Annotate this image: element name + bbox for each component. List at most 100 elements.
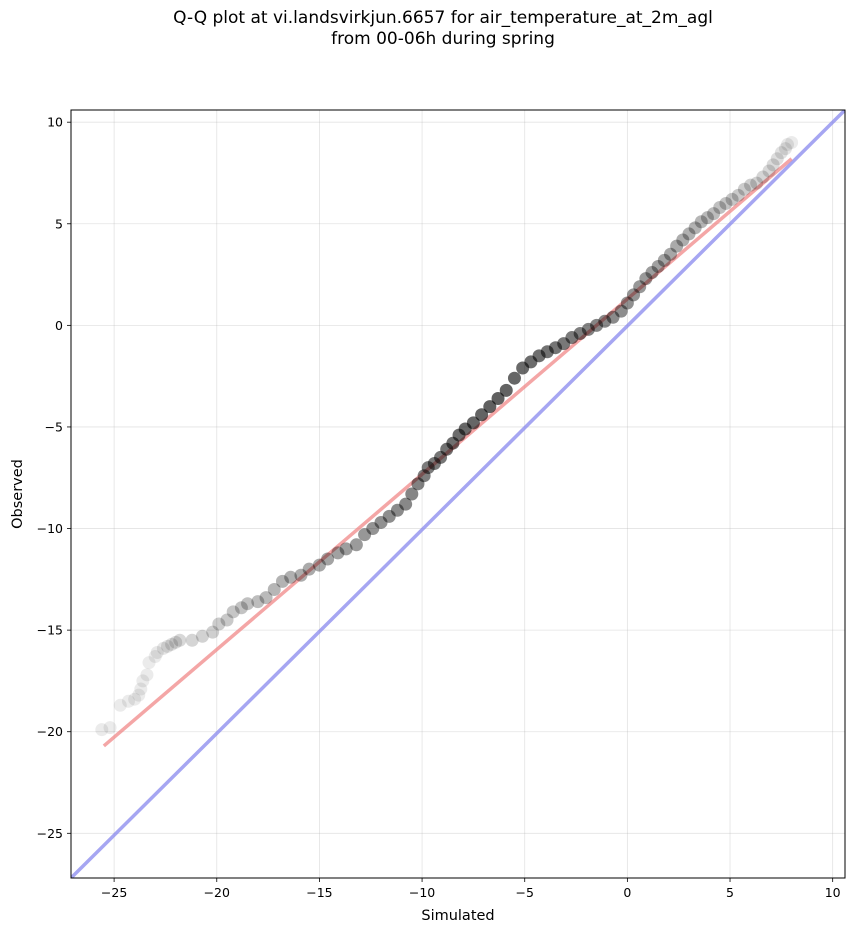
quantile-point	[134, 682, 148, 696]
quantile-point	[267, 582, 281, 596]
quantile-point	[212, 617, 226, 631]
quantile-point	[275, 574, 289, 588]
quantile-point	[770, 152, 784, 166]
quantile-point	[499, 383, 513, 397]
plot-frame	[70, 109, 846, 879]
quantile-point	[113, 698, 127, 712]
y-tick-label: −25	[37, 826, 63, 841]
x-tick-label: −20	[204, 885, 230, 900]
chart-title-line-2: from 00-06h during spring	[331, 29, 555, 49]
quantile-point	[399, 497, 413, 511]
quantile-point	[657, 253, 671, 267]
quantile-point	[700, 211, 714, 225]
y-axis-label: Observed	[10, 459, 26, 529]
quantile-point	[639, 272, 653, 286]
quantile-point	[241, 597, 255, 611]
quantile-point	[206, 625, 220, 639]
x-axis-ticks: −25 −20 −15 −10 −5 0 5 10	[101, 878, 841, 900]
quantile-point	[312, 558, 326, 572]
quantile-point	[725, 192, 739, 206]
quantile-point	[688, 221, 702, 235]
x-axis-label: Simulated	[421, 908, 494, 924]
x-tick-label: 10	[825, 885, 841, 900]
quantile-point	[128, 692, 142, 706]
quantile-point	[220, 613, 234, 627]
quantile-point	[483, 400, 497, 414]
quantile-point	[156, 641, 170, 655]
y-tick-label: −15	[37, 623, 63, 638]
quantile-point	[294, 568, 308, 582]
chart-title-line-1: Q-Q plot at vi.landsvirkjun.6657 for air…	[173, 8, 713, 28]
quantile-point	[366, 522, 380, 536]
quantile-point	[737, 182, 751, 196]
quantile-point	[121, 694, 135, 708]
quantile-point	[731, 188, 745, 202]
quantile-point	[302, 562, 316, 576]
grid-lines	[71, 110, 845, 878]
quantile-point	[234, 601, 248, 615]
quantile-point	[103, 721, 117, 735]
quantile-point	[160, 639, 174, 653]
quantile-point	[251, 595, 265, 609]
quantile-point	[284, 570, 298, 584]
quantile-points	[95, 136, 799, 737]
quantile-point	[321, 552, 335, 566]
x-tick-label: 0	[623, 885, 631, 900]
quantile-point	[633, 280, 647, 294]
quantile-point	[707, 207, 721, 221]
quantile-point	[339, 542, 353, 556]
quantile-point	[766, 158, 780, 172]
quantile-point	[132, 688, 146, 702]
quantile-point	[226, 605, 240, 619]
x-tick-label: −15	[306, 885, 332, 900]
quantile-point	[719, 196, 733, 210]
quantile-point	[507, 371, 521, 385]
quantile-point	[670, 239, 684, 253]
quantile-point	[713, 201, 727, 215]
quantile-point	[682, 227, 696, 241]
x-tick-label: 5	[726, 885, 734, 900]
x-tick-label: −5	[516, 885, 534, 900]
quantile-point	[136, 674, 150, 688]
quantile-point	[645, 266, 659, 280]
y-tick-label: −10	[37, 521, 63, 536]
quantile-point	[165, 637, 179, 651]
quantile-point	[774, 146, 788, 160]
quantile-point	[173, 633, 187, 647]
quantile-point	[148, 650, 162, 664]
y-tick-label: 10	[47, 115, 63, 130]
quantile-point	[620, 296, 634, 310]
quantile-point	[358, 528, 372, 542]
quantile-point	[150, 645, 164, 659]
quantile-point	[466, 416, 480, 430]
quantile-point	[651, 259, 665, 273]
identity-line	[71, 110, 845, 878]
quantile-point	[331, 546, 345, 560]
quantile-point	[627, 288, 641, 302]
quantile-point	[762, 164, 776, 178]
quantile-point	[259, 591, 273, 605]
quantile-point	[349, 538, 363, 552]
quantile-point	[405, 487, 419, 501]
chart-title: Q-Q plot at vi.landsvirkjun.6657 for air…	[0, 8, 854, 50]
quantile-point	[374, 515, 388, 529]
x-tick-label: −25	[101, 885, 127, 900]
y-tick-label: −5	[45, 419, 63, 434]
quantile-point	[606, 310, 620, 324]
quantile-point	[750, 176, 764, 190]
y-axis-ticks: −25 −20 −15 −10 −5 0 5 10	[37, 115, 71, 841]
quantile-point	[491, 392, 505, 406]
y-tick-label: 5	[55, 216, 63, 231]
quantile-point	[614, 304, 628, 318]
quantile-point	[573, 326, 587, 340]
quantile-point	[778, 142, 792, 156]
quantile-point	[142, 656, 156, 670]
quantile-point	[785, 136, 799, 150]
quantile-point	[781, 138, 795, 152]
quantile-point	[95, 723, 109, 737]
quantile-point	[756, 170, 770, 184]
y-tick-label: −20	[37, 724, 63, 739]
quantile-point	[694, 215, 708, 229]
quantile-point	[390, 503, 404, 517]
